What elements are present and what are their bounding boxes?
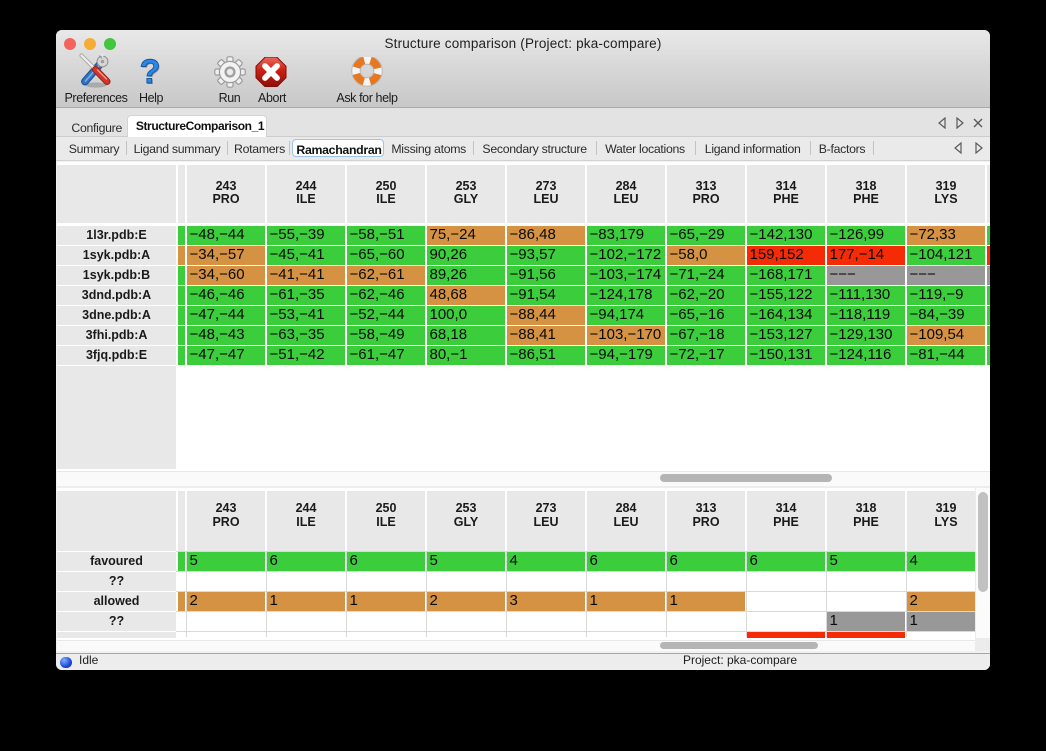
svg-text:?: ?	[140, 56, 161, 90]
svg-text:?: ?	[141, 56, 162, 90]
